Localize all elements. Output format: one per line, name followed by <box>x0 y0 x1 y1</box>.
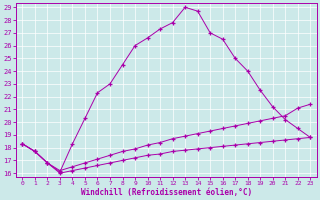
X-axis label: Windchill (Refroidissement éolien,°C): Windchill (Refroidissement éolien,°C) <box>81 188 252 197</box>
